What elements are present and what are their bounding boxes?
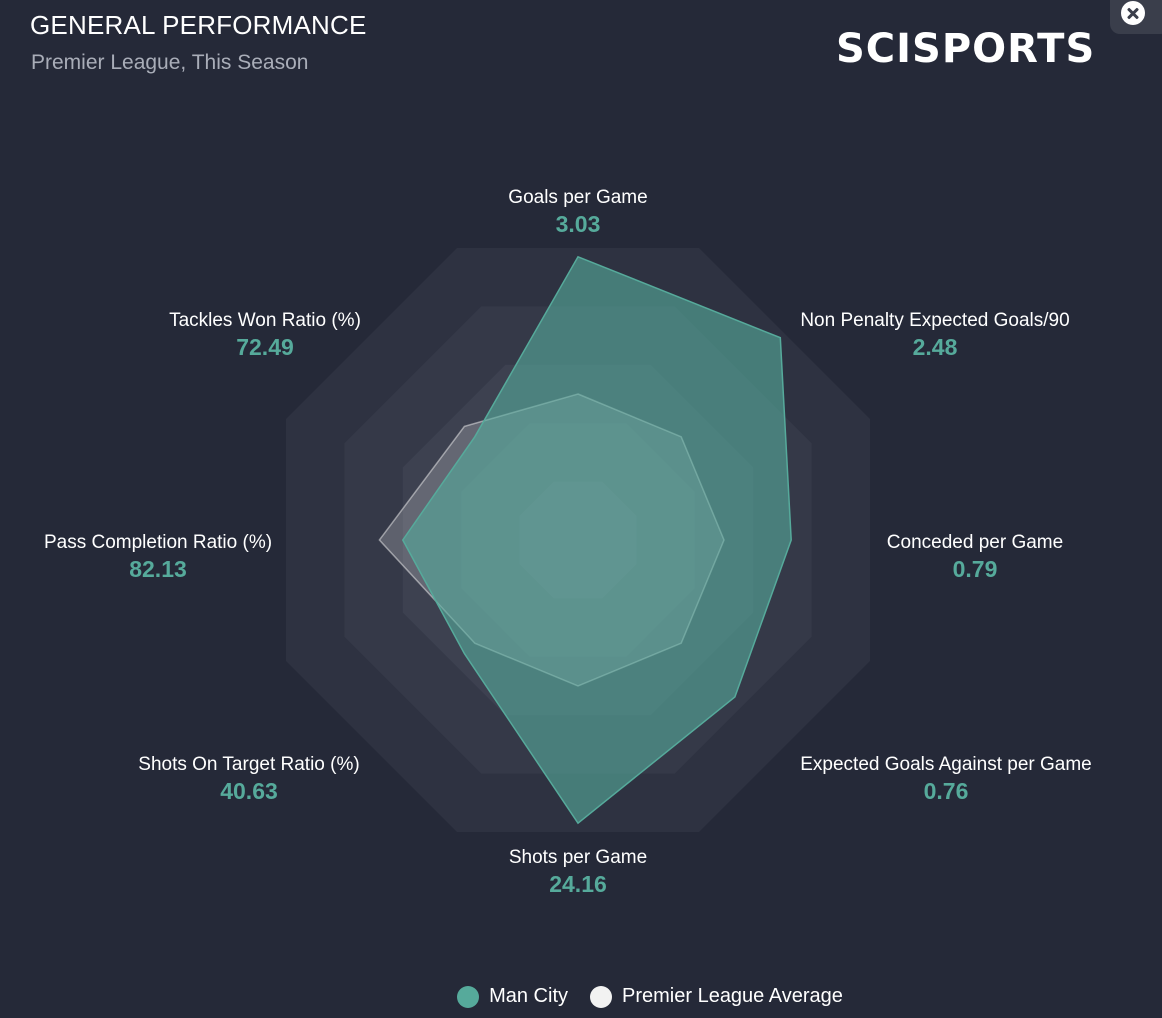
axis-value: 0.76 xyxy=(924,778,969,804)
legend-label-league-average: Premier League Average xyxy=(622,985,843,1007)
axis-label: Shots On Target Ratio (%) xyxy=(138,754,359,775)
axis-value: 24.16 xyxy=(549,871,607,897)
brand-logo: SCISPORTS xyxy=(836,26,1096,72)
legend-dot-man-city xyxy=(457,985,480,1008)
axis-value: 40.63 xyxy=(220,778,278,804)
axis-value: 82.13 xyxy=(129,556,187,582)
legend: Man City Premier League Average xyxy=(0,985,1162,1008)
radar-series xyxy=(378,255,792,825)
series-man-city xyxy=(401,255,792,825)
axis-value: 2.48 xyxy=(913,334,958,360)
close-icon xyxy=(1121,1,1145,25)
axis-label: Expected Goals Against per Game xyxy=(800,754,1092,775)
page-subtitle: Premier League, This Season xyxy=(31,51,309,74)
axis-value: 72.49 xyxy=(236,334,294,360)
legend-dot-league-average xyxy=(590,985,612,1008)
axis-label: Pass Completion Ratio (%) xyxy=(44,532,272,553)
axis-label: Non Penalty Expected Goals/90 xyxy=(800,310,1069,331)
axis-value: 3.03 xyxy=(556,211,601,237)
radar-labels: Goals per Game 3.03 Non Penalty Expected G… xyxy=(44,187,1092,897)
legend-item-man-city[interactable]: Man City xyxy=(457,985,568,1008)
axis-label: Goals per Game xyxy=(508,187,647,208)
page-title: GENERAL PERFORMANCE xyxy=(30,10,367,40)
legend-label-man-city: Man City xyxy=(489,985,568,1007)
legend-item-league-average[interactable]: Premier League Average xyxy=(590,985,843,1008)
axis-label: Conceded per Game xyxy=(887,532,1063,553)
axis-label: Tackles Won Ratio (%) xyxy=(169,310,361,331)
close-button[interactable] xyxy=(1110,0,1162,34)
axis-label: Shots per Game xyxy=(509,847,647,868)
axis-value: 0.79 xyxy=(953,556,998,582)
